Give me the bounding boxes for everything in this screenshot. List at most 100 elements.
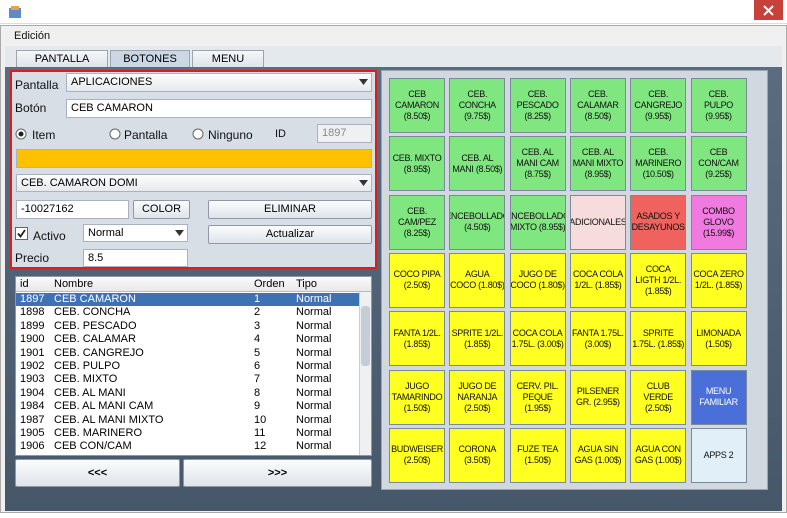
close-button[interactable] — [754, 0, 783, 20]
product-button[interactable]: CEB. AL MANI CAM (8.75$) — [509, 136, 566, 192]
menu-edicion[interactable]: Edición — [14, 30, 51, 42]
product-button[interactable]: FANTA 1/2L. (1.85$) — [389, 311, 445, 367]
button-label: (2.50$) — [644, 402, 672, 413]
product-button[interactable]: CEB. CALAMAR (8.50$) — [569, 78, 626, 133]
product-button[interactable]: SPRITE 1/2L. (1.85$) — [449, 311, 506, 367]
pantalla-destino-select[interactable]: CEB. CAMARON DOMI — [16, 174, 372, 192]
product-button[interactable]: COCA COLA 1/2L. (1.85$) — [569, 252, 626, 308]
product-button[interactable]: CEB. AL MANI (8.50$) — [449, 136, 506, 192]
product-button[interactable]: CEB. CANGREJO (9.95$) — [630, 78, 687, 133]
table-cell: 4 — [254, 333, 261, 346]
product-button[interactable]: CORONA (3.50$) — [449, 427, 506, 483]
pantalla-select[interactable]: APLICACIONES — [66, 73, 372, 92]
button-label: CEB. — [648, 89, 669, 99]
table-row[interactable]: 1905 CEB. MARINERO 11 Normal — [16, 427, 359, 440]
product-button[interactable]: CEB CON/CAM (9.25$) — [690, 136, 747, 192]
table-row[interactable]: 1903 CEB. MIXTO 7 Normal — [16, 373, 359, 386]
next-button[interactable]: >>> — [183, 459, 372, 487]
table-row[interactable]: 1900 CEB. CALAMAR 4 Normal — [16, 333, 359, 346]
table-cell: Normal — [296, 360, 332, 372]
product-button[interactable]: COCA ZERO 1/2L. (1.85$) — [690, 252, 747, 308]
button-label: CEB. — [527, 89, 548, 99]
activo-checkbox[interactable] — [15, 227, 28, 240]
product-button[interactable]: JUGO TAMARINDO (1.50$) — [389, 369, 445, 425]
radio-label[interactable]: Ninguno — [208, 128, 253, 142]
radio-label[interactable]: Pantalla — [124, 128, 168, 142]
product-button[interactable]: LIMONADA (1.50$) — [690, 311, 747, 367]
column-header: id — [20, 278, 29, 290]
color-code-input[interactable]: -10027162 — [16, 200, 129, 219]
product-button[interactable]: AGUA CON GAS (1.00$) — [630, 427, 687, 483]
actualizar-button[interactable]: Actualizar — [208, 225, 372, 244]
product-button[interactable]: SPRITE 1.75L. (1.85$) — [630, 311, 687, 367]
product-button[interactable]: CERV. PIL. PEQUE (1.95$) — [509, 369, 566, 425]
product-button[interactable]: JUGO DE COCO (1.80$) — [509, 252, 566, 308]
eliminar-button[interactable]: ELIMINAR — [208, 200, 372, 219]
button-label: (8.25$) — [403, 227, 431, 238]
tab[interactable]: MENU — [192, 50, 264, 68]
button-label: (8.95$) — [403, 163, 431, 174]
button-label: LIGTH 1/2L. — [635, 274, 682, 285]
table-row[interactable]: 1987 CEB. AL MANI MIXTO 10 Normal — [16, 414, 359, 427]
button-label: LIMONADA — [696, 327, 741, 338]
table-row[interactable]: 1906 CEB CON/CAM 12 Normal — [16, 440, 359, 453]
product-button[interactable]: MENU FAMILIAR — [690, 369, 747, 425]
tab-active[interactable]: BOTONES — [110, 50, 190, 68]
product-button[interactable]: CEB. PESCADO (8.25$) — [509, 78, 566, 133]
product-button[interactable]: CEB. MIXTO (8.95$) — [389, 136, 445, 192]
tipo-select[interactable]: Normal — [83, 224, 188, 242]
table-cell: Normal — [296, 427, 332, 439]
table-cell: 7 — [254, 373, 261, 386]
button-label: (3.50$) — [464, 455, 491, 466]
product-button[interactable]: ENCEBOLLADOMIXTO (8.95$) — [509, 194, 566, 250]
table-row[interactable]: 1904 CEB. AL MANI 8 Normal — [16, 387, 359, 400]
button-label: (2.50$) — [403, 280, 431, 291]
table-row[interactable]: 1984 CEB. AL MANI CAM 9 Normal — [16, 400, 359, 413]
column-header: Orden — [254, 278, 285, 290]
table-row[interactable]: 1898 CEB. CONCHA 2 Normal — [16, 306, 359, 319]
product-button[interactable]: AGUA SIN GAS (1.00$) — [569, 427, 626, 483]
app-icon — [9, 6, 21, 18]
button-label: MANI CAM — [516, 158, 559, 169]
product-button[interactable]: BUDWEISER (2.50$) — [389, 427, 445, 483]
tab[interactable]: PANTALLA — [16, 50, 108, 68]
prev-button[interactable]: <<< — [15, 459, 180, 487]
checkbox-label[interactable]: Activo — [33, 229, 66, 243]
product-button[interactable]: ASADOS Y DESAYUNOS — [630, 194, 687, 250]
radio-label[interactable]: Item — [32, 128, 56, 142]
product-button[interactable]: CEB. CONCHA (9.75$) — [449, 78, 506, 133]
button-label: (8.95$) — [584, 169, 612, 180]
product-button[interactable]: ADICIONALES — [569, 194, 626, 250]
scrollbar[interactable] — [359, 292, 371, 455]
button-label: COCO (1.80$) — [510, 280, 565, 291]
product-button[interactable]: CEB. MARINERO (10.50$) — [630, 136, 687, 192]
product-button[interactable]: CEB. PULPO (9.95$) — [690, 78, 747, 133]
radio-group[interactable] — [15, 127, 275, 141]
table-row[interactable]: 1902 CEB. PULPO 6 Normal — [16, 360, 359, 373]
product-button[interactable]: COCA COLA 1.75L. (3.00$) — [509, 311, 566, 367]
product-button[interactable]: CEB. CAM/PEZ (8.25$) — [389, 194, 445, 250]
product-button[interactable]: CEB CAMARON (8.50$) — [389, 78, 445, 133]
button-label: AGUA — [465, 269, 490, 280]
table-row[interactable]: 1897 CEB CAMARON 1 Normal — [16, 293, 359, 307]
boton-input[interactable]: CEB CAMARON — [66, 99, 372, 118]
precio-input[interactable]: 8.5 — [83, 249, 188, 267]
button-label: 1.75L. (3.00$) — [511, 338, 564, 349]
product-button[interactable]: CEB. AL MANI MIXTO (8.95$) — [569, 136, 626, 192]
table-row[interactable]: 1899 CEB. PESCADO 3 Normal — [16, 320, 359, 333]
product-button[interactable]: CLUB VERDE (2.50$) — [630, 369, 687, 425]
product-button[interactable]: AGUA COCO (1.80$) — [449, 252, 506, 308]
product-button[interactable]: ENCEBOLLADO(4.50$) — [449, 194, 506, 250]
product-button[interactable]: COCO PIPA (2.50$) — [389, 252, 445, 308]
product-button[interactable]: COMBO GLOVO (15.99$) — [690, 194, 747, 250]
table-cell: CEB. CANGREJO — [54, 346, 144, 359]
product-button[interactable]: PILSENER GR. (2.95$) — [569, 369, 626, 425]
product-button[interactable]: COCA LIGTH 1/2L. (1.85$) — [630, 252, 687, 308]
color-button[interactable]: COLOR — [133, 200, 190, 219]
product-button[interactable]: FANTA 1.75L. (3.00$) — [569, 311, 626, 367]
product-button[interactable]: JUGO DE NARANJA (2.50$) — [449, 369, 506, 425]
product-button[interactable]: APPS 2 — [690, 427, 747, 483]
product-button[interactable]: FUZE TEA (1.50$) — [509, 427, 566, 483]
button-label: (9.95$) — [644, 111, 672, 121]
table-row[interactable]: 1901 CEB. CANGREJO 5 Normal — [16, 347, 359, 360]
